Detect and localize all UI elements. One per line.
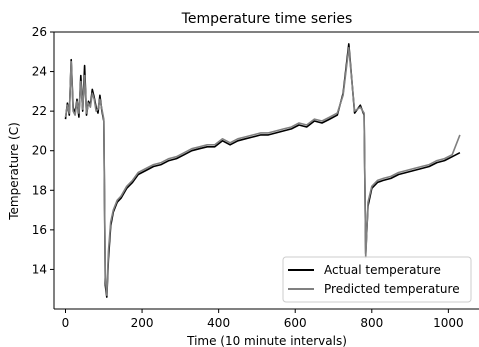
x-axis-label: Time (10 minute intervals) [186, 334, 347, 347]
y-tick-label: 20 [32, 144, 47, 158]
y-tick-label: 18 [32, 183, 47, 197]
x-tick-label: 400 [207, 316, 230, 330]
chart-title: Temperature time series [181, 11, 353, 27]
x-tick-label: 600 [284, 316, 307, 330]
y-tick-label: 14 [32, 262, 47, 276]
x-tick-label: 200 [131, 316, 154, 330]
y-tick-label: 16 [32, 223, 47, 237]
plot-area [64, 43, 461, 298]
x-tick-label: 0 [62, 316, 70, 330]
predicted-temperature-line [64, 46, 461, 297]
x-tick-label: 800 [360, 316, 383, 330]
legend-label-predicted: Predicted temperature [324, 282, 460, 296]
y-tick-label: 24 [32, 65, 47, 79]
y-tick-label: 22 [32, 104, 47, 118]
y-axis-ticks: 14 16 18 20 22 24 26 [32, 25, 54, 276]
y-axis-label: Temperature (C) [7, 122, 21, 221]
y-tick-label: 26 [32, 25, 47, 39]
legend-box [282, 256, 472, 303]
legend: Actual temperature Predicted temperature [282, 256, 472, 303]
x-axis-ticks: 0 200 400 600 800 1000 [62, 309, 464, 330]
axes-frame [53, 31, 479, 310]
x-tick-label: 1000 [433, 316, 464, 330]
legend-label-actual: Actual temperature [324, 263, 441, 277]
